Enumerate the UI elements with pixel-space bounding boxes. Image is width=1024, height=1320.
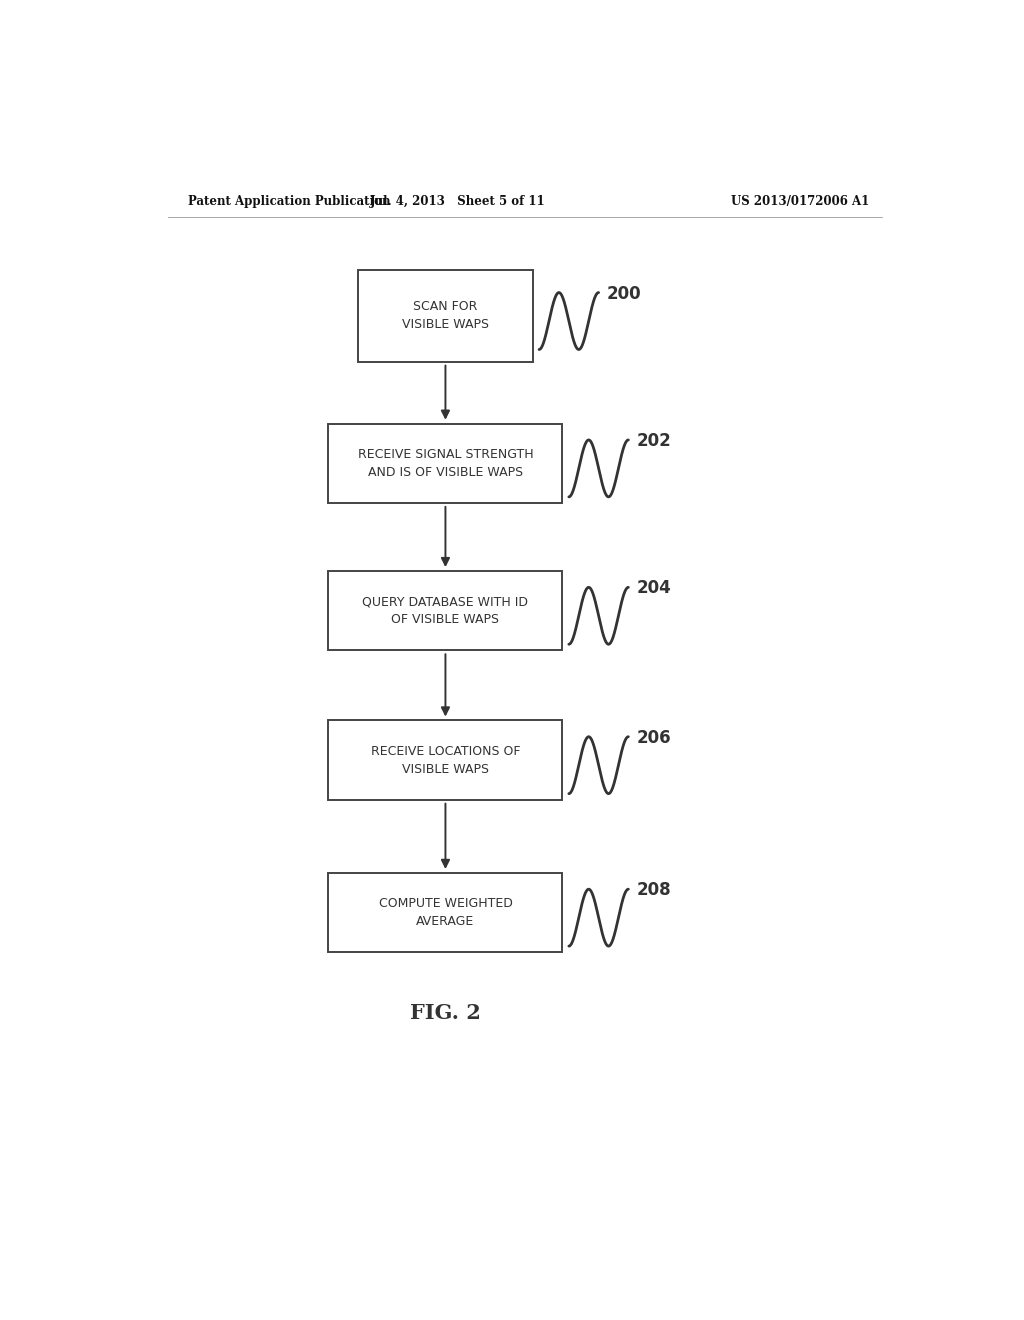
Bar (358, 271, 532, 362)
Bar (329, 721, 562, 800)
Text: 202: 202 (636, 432, 671, 450)
Text: COMPUTE WEIGHTED
AVERAGE: COMPUTE WEIGHTED AVERAGE (379, 898, 512, 928)
Text: QUERY DATABASE WITH ID
OF VISIBLE WAPS: QUERY DATABASE WITH ID OF VISIBLE WAPS (362, 595, 528, 626)
Text: 206: 206 (636, 729, 671, 747)
Text: SCAN FOR
VISIBLE WAPS: SCAN FOR VISIBLE WAPS (402, 301, 488, 331)
Text: FIG. 2: FIG. 2 (410, 1003, 481, 1023)
Bar (329, 424, 562, 503)
Text: Jul. 4, 2013   Sheet 5 of 11: Jul. 4, 2013 Sheet 5 of 11 (370, 194, 545, 207)
Text: 204: 204 (636, 579, 671, 598)
Text: RECEIVE LOCATIONS OF
VISIBLE WAPS: RECEIVE LOCATIONS OF VISIBLE WAPS (371, 744, 520, 776)
Text: 208: 208 (636, 882, 671, 899)
Text: RECEIVE SIGNAL STRENGTH
AND IS OF VISIBLE WAPS: RECEIVE SIGNAL STRENGTH AND IS OF VISIBL… (357, 447, 534, 479)
Bar (329, 572, 562, 651)
Text: Patent Application Publication: Patent Application Publication (187, 194, 390, 207)
Bar (329, 873, 562, 952)
Text: US 2013/0172006 A1: US 2013/0172006 A1 (731, 194, 869, 207)
Text: 200: 200 (606, 285, 641, 302)
